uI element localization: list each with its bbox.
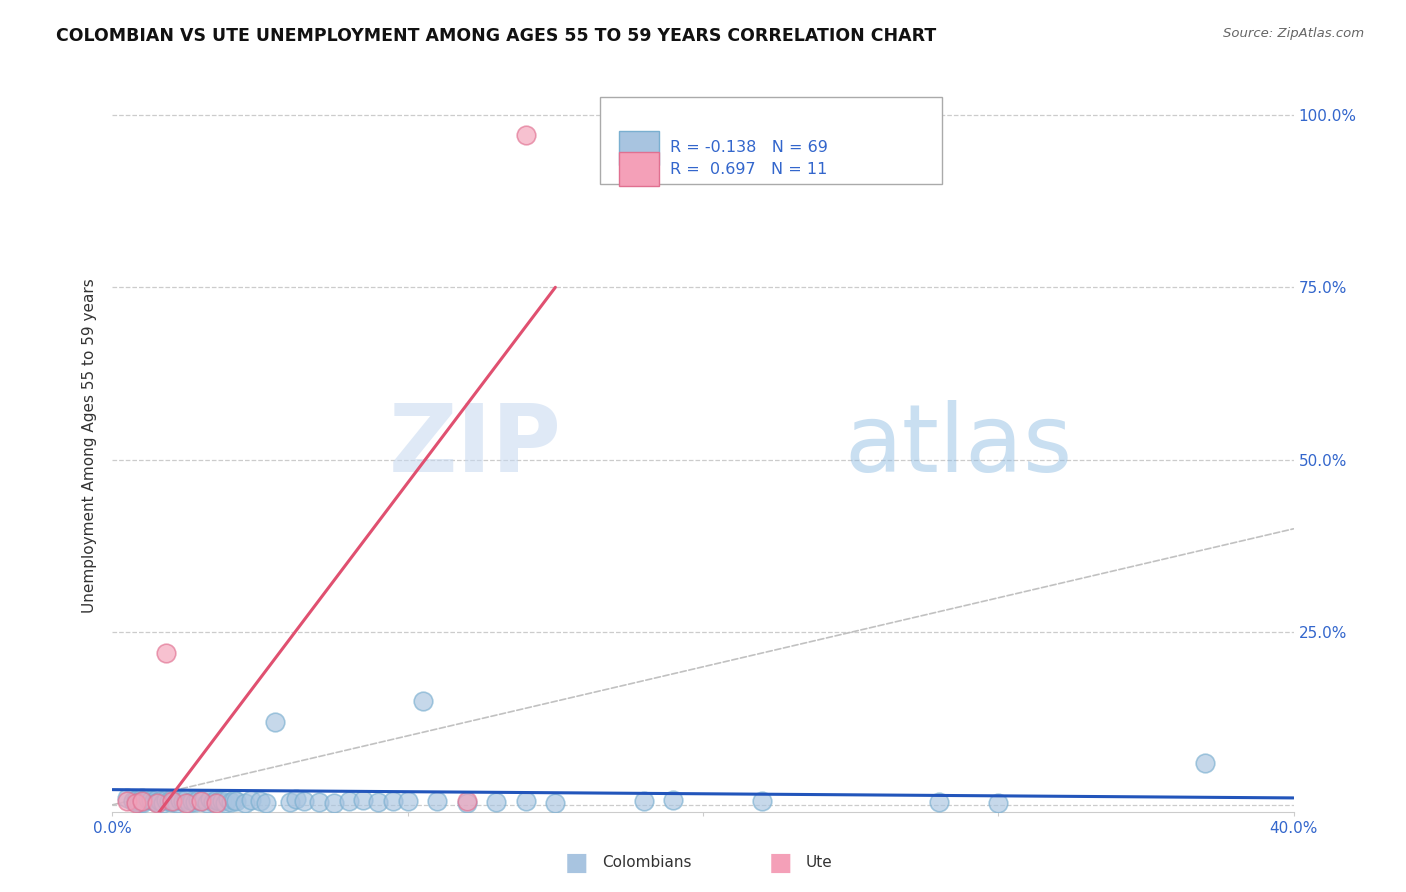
- Point: [146, 795, 169, 809]
- Point: [174, 791, 197, 805]
- Point: [485, 795, 508, 809]
- Point: [193, 792, 215, 806]
- Point: [139, 793, 162, 807]
- Point: [146, 796, 169, 810]
- Point: [337, 794, 360, 808]
- Point: [117, 791, 138, 805]
- Point: [117, 794, 138, 808]
- Point: [169, 793, 191, 807]
- Point: [201, 795, 224, 809]
- Point: [205, 796, 228, 810]
- Text: ■: ■: [769, 851, 792, 874]
- Point: [233, 796, 256, 810]
- Point: [131, 794, 153, 808]
- Text: Colombians: Colombians: [602, 855, 692, 870]
- Point: [240, 793, 263, 807]
- Point: [222, 793, 245, 807]
- Point: [198, 791, 221, 805]
- Point: [131, 792, 153, 806]
- Point: [136, 791, 159, 805]
- Point: [205, 793, 228, 807]
- Point: [249, 794, 271, 808]
- Point: [264, 714, 287, 729]
- Point: [163, 794, 186, 808]
- Y-axis label: Unemployment Among Ages 55 to 59 years: Unemployment Among Ages 55 to 59 years: [82, 278, 97, 614]
- Point: [396, 794, 419, 808]
- Point: [190, 794, 212, 808]
- Point: [987, 796, 1010, 810]
- Point: [284, 792, 307, 806]
- Text: ZIP: ZIP: [388, 400, 561, 492]
- Point: [131, 794, 153, 808]
- Point: [456, 794, 478, 808]
- Point: [214, 796, 236, 810]
- Point: [149, 794, 172, 808]
- Point: [155, 646, 177, 660]
- Point: [146, 792, 169, 806]
- Point: [190, 794, 212, 808]
- Point: [1194, 756, 1216, 771]
- Point: [195, 796, 218, 810]
- Point: [174, 796, 197, 810]
- Point: [160, 795, 183, 809]
- Point: [208, 794, 231, 808]
- Point: [157, 794, 180, 808]
- Point: [515, 128, 537, 143]
- Point: [751, 794, 773, 808]
- Point: [928, 795, 950, 809]
- Text: Ute: Ute: [806, 855, 832, 870]
- Point: [128, 796, 150, 810]
- Text: ■: ■: [565, 851, 588, 874]
- Point: [411, 694, 433, 708]
- Point: [662, 793, 685, 807]
- Point: [155, 793, 177, 807]
- Point: [122, 794, 145, 808]
- Point: [131, 791, 153, 805]
- Point: [131, 796, 153, 810]
- Point: [456, 796, 478, 810]
- Text: R = -0.138   N = 69: R = -0.138 N = 69: [671, 140, 828, 155]
- Point: [219, 795, 242, 809]
- Point: [292, 794, 315, 808]
- Point: [544, 796, 567, 810]
- Point: [633, 794, 655, 808]
- Point: [515, 794, 537, 808]
- Point: [367, 795, 389, 809]
- Point: [172, 794, 194, 808]
- Point: [211, 794, 233, 808]
- Point: [125, 796, 148, 810]
- Point: [426, 794, 449, 808]
- Point: [217, 791, 239, 805]
- Text: Source: ZipAtlas.com: Source: ZipAtlas.com: [1223, 27, 1364, 40]
- Point: [166, 796, 188, 810]
- Point: [382, 794, 405, 808]
- Point: [181, 794, 204, 808]
- Point: [131, 794, 153, 808]
- Point: [160, 792, 183, 806]
- Point: [179, 796, 201, 810]
- Point: [187, 793, 209, 807]
- Text: atlas: atlas: [845, 400, 1073, 492]
- Point: [254, 796, 277, 810]
- Point: [278, 795, 301, 809]
- Point: [125, 793, 148, 807]
- Point: [225, 794, 247, 808]
- Point: [184, 795, 207, 809]
- Point: [152, 796, 174, 810]
- Point: [323, 796, 346, 810]
- Point: [142, 794, 165, 808]
- Point: [160, 794, 183, 808]
- Text: R =  0.697   N = 11: R = 0.697 N = 11: [671, 161, 828, 177]
- Point: [352, 793, 374, 807]
- Text: COLOMBIAN VS UTE UNEMPLOYMENT AMONG AGES 55 TO 59 YEARS CORRELATION CHART: COLOMBIAN VS UTE UNEMPLOYMENT AMONG AGES…: [56, 27, 936, 45]
- Point: [308, 795, 330, 809]
